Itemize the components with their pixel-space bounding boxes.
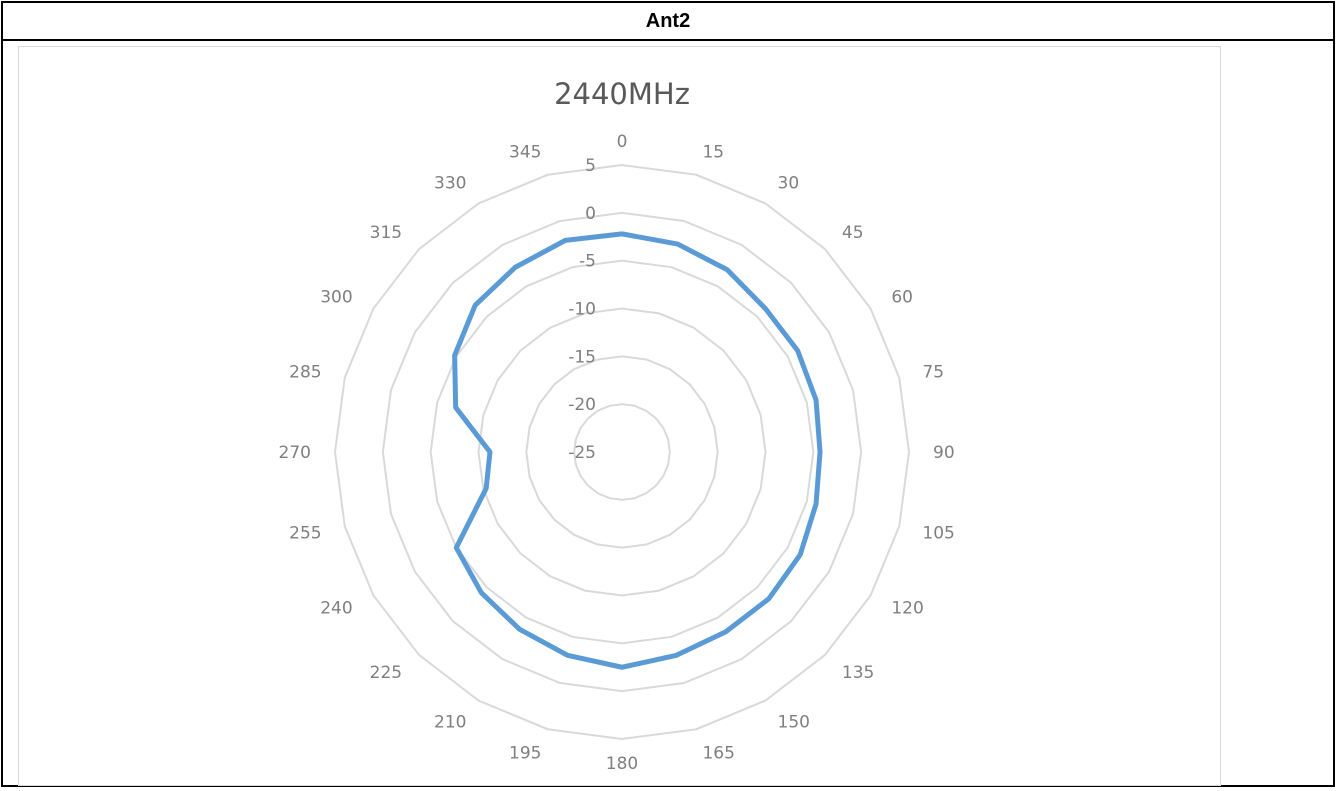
category-label: 75 xyxy=(922,363,944,383)
grid-ring xyxy=(525,355,719,549)
radial-tick-label: -5 xyxy=(579,252,596,272)
category-label: 135 xyxy=(842,663,874,683)
chart-area: 2440MHz 0 15 30 45 60 75 90 105 120 135 150 165 180 1… xyxy=(18,46,1221,786)
radar-chart: 2440MHz 0 15 30 45 60 75 90 105 120 135 150 165 180 1… xyxy=(279,77,955,774)
radial-tick-label: -20 xyxy=(568,395,596,415)
category-label: 270 xyxy=(279,443,311,463)
category-label: 30 xyxy=(778,174,800,194)
radial-tick-label: 5 xyxy=(585,156,596,176)
category-label: 315 xyxy=(370,223,402,243)
category-labels: 0 15 30 45 60 75 90 105 120 135 150 165 180 195 210 225… xyxy=(279,132,955,774)
category-label: 210 xyxy=(434,712,466,732)
series-line xyxy=(452,231,823,670)
grid-layer xyxy=(333,163,911,741)
category-label: 180 xyxy=(606,754,638,774)
radial-tick-labels: 5 0 -5 -10 -15 -20 -25 xyxy=(568,156,596,463)
grid-ring xyxy=(573,403,671,501)
category-label: 90 xyxy=(933,443,955,463)
radial-tick-label: 0 xyxy=(585,204,596,224)
grid-ring xyxy=(333,163,911,741)
chart-title: 2440MHz xyxy=(554,77,690,111)
category-label: 105 xyxy=(922,523,954,543)
category-label: 60 xyxy=(891,288,913,308)
category-label: 0 xyxy=(617,132,628,152)
radial-tick-label: -25 xyxy=(568,443,596,463)
category-label: 45 xyxy=(842,223,864,243)
category-label: 240 xyxy=(320,599,352,619)
series-layer xyxy=(452,231,823,670)
category-label: 255 xyxy=(289,523,321,543)
category-label: 300 xyxy=(320,288,352,308)
category-label: 150 xyxy=(778,712,810,732)
category-label: 345 xyxy=(509,143,541,163)
category-label: 120 xyxy=(891,599,923,619)
radial-tick-label: -15 xyxy=(568,347,596,367)
category-label: 195 xyxy=(509,743,541,763)
category-label: 285 xyxy=(289,363,321,383)
category-label: 330 xyxy=(434,174,466,194)
grid-ring xyxy=(477,307,767,597)
category-label: 15 xyxy=(702,143,724,163)
category-label: 225 xyxy=(370,663,402,683)
category-label: 165 xyxy=(702,743,734,763)
radial-tick-label: -10 xyxy=(568,300,596,320)
table-header: Ant2 xyxy=(3,3,1333,41)
grid-ring xyxy=(381,211,863,693)
